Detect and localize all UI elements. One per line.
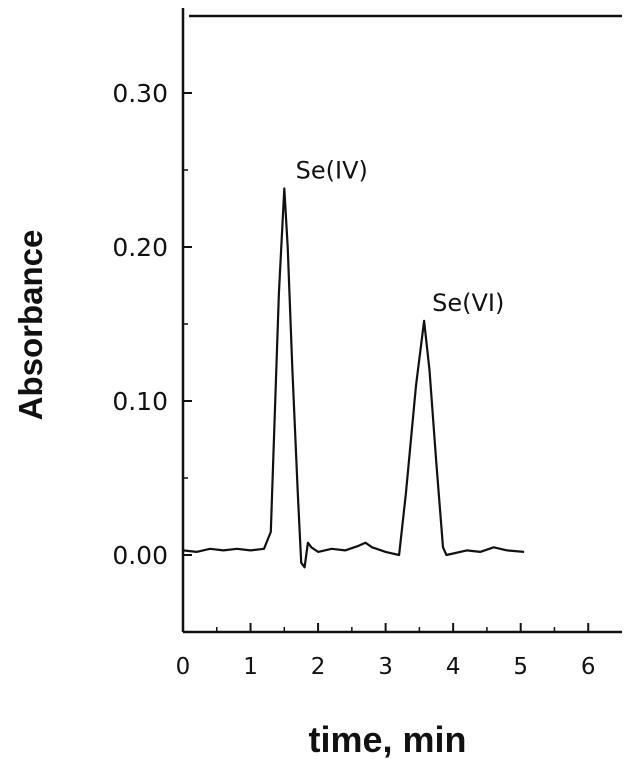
peak-label: Se(IV) (296, 156, 368, 184)
y-tick-label: 0.00 (112, 541, 168, 570)
y-tick-label: 0.10 (112, 387, 168, 416)
absorbance-trace (182, 187, 525, 569)
plot-axes: 0 1 2 3 4 5 6 0.00 0.10 0.20 0.30 (112, 8, 622, 680)
y-tick-label: 0.20 (112, 233, 168, 262)
peak-label: Se(VI) (432, 289, 504, 317)
x-tick-label: 4 (446, 654, 461, 680)
x-axis-label: time, min (308, 719, 466, 759)
y-axis-label: Absorbance (12, 230, 49, 421)
x-tick-label: 1 (243, 654, 258, 680)
x-tick-label: 3 (378, 654, 393, 680)
y-tick-label: 0.30 (112, 79, 168, 108)
x-tick-label: 6 (581, 654, 596, 680)
x-tick-label: 2 (311, 654, 326, 680)
x-tick-label: 5 (513, 654, 528, 680)
plot-marks: Se(IV) Se(VI) (182, 156, 525, 569)
x-tick-label: 0 (176, 654, 191, 680)
